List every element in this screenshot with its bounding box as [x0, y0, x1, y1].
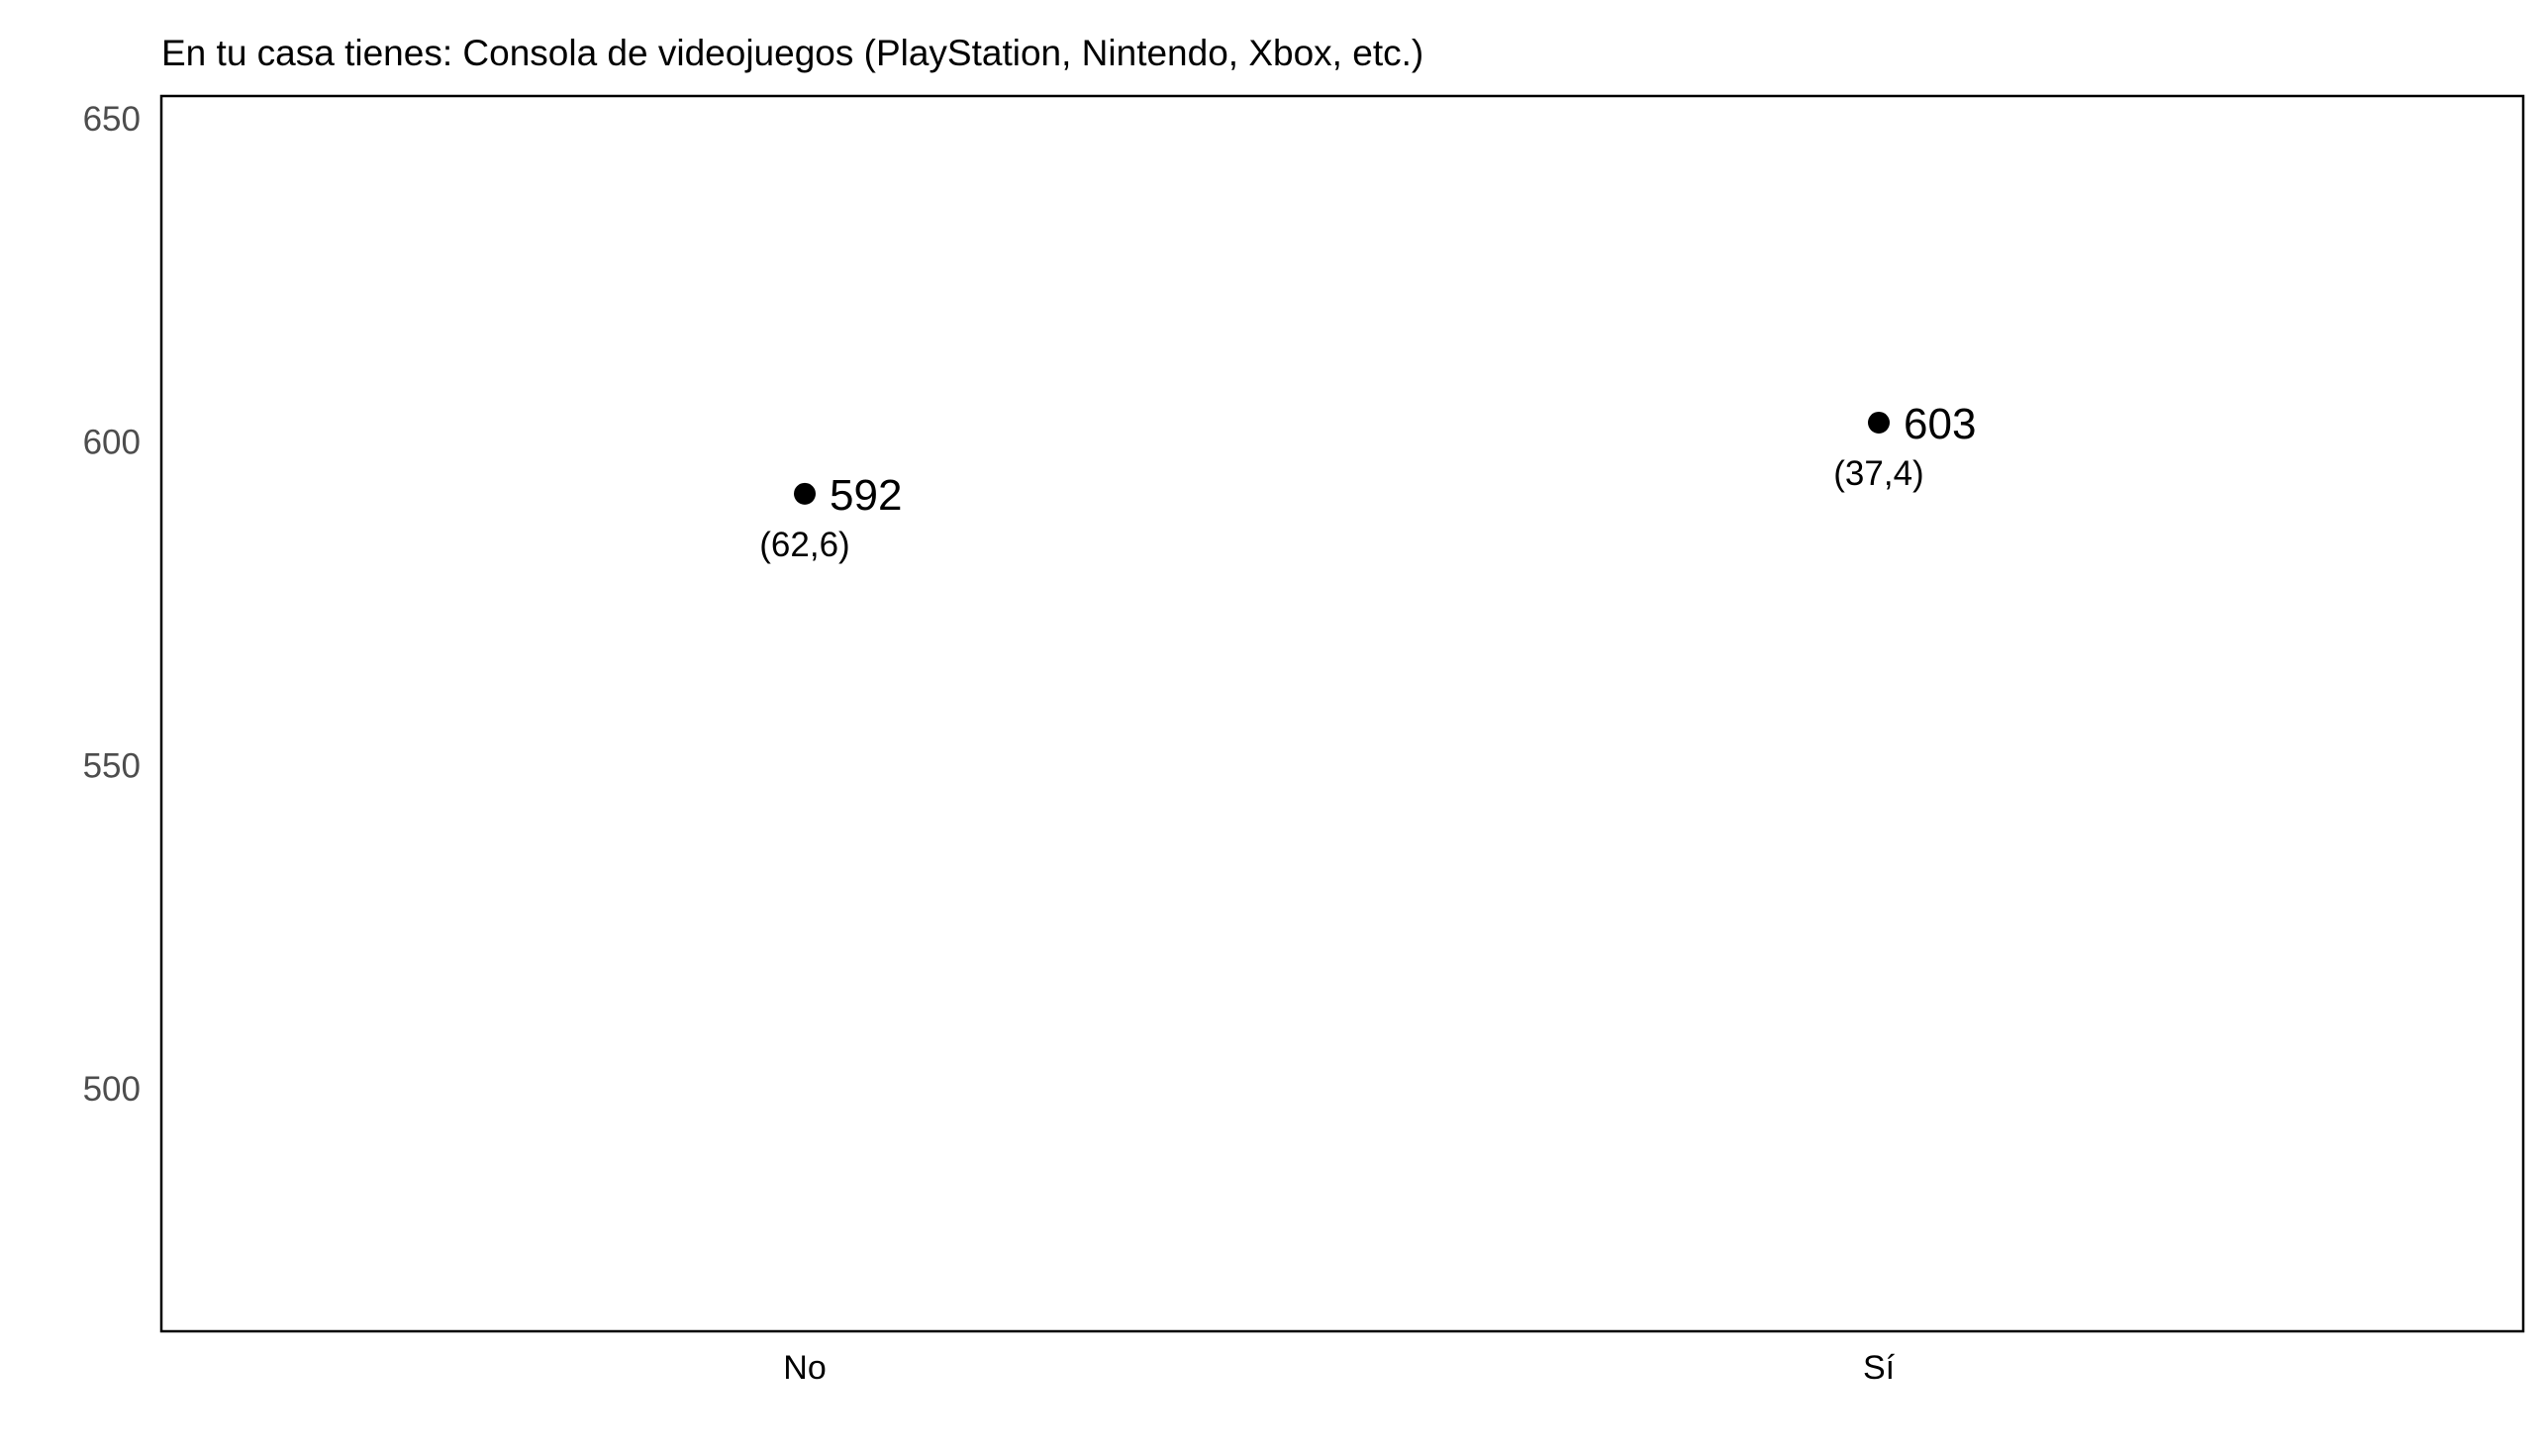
data-point — [794, 482, 816, 505]
plot-frame — [159, 94, 2525, 1333]
data-value-label: 603 — [1904, 400, 1976, 448]
data-percent-label: (62,6) — [759, 526, 849, 564]
chart-title: En tu casa tienes: Consola de videojuego… — [161, 33, 1423, 73]
y-tick-label: 600 — [83, 424, 141, 462]
data-value-label: 592 — [830, 471, 902, 520]
x-tick-label: No — [783, 1349, 826, 1387]
x-axis: No Sí — [783, 1349, 1895, 1387]
data-percent-label: (37,4) — [1833, 454, 1923, 493]
data-points: 592 (62,6) 603 (37,4) — [759, 400, 1976, 564]
y-tick-label: 650 — [83, 100, 141, 139]
data-point — [1868, 411, 1890, 434]
y-tick-label: 550 — [83, 746, 141, 785]
y-tick-label: 500 — [83, 1070, 141, 1109]
x-tick-label: Sí — [1863, 1349, 1896, 1387]
y-axis: 500 550 600 650 — [83, 100, 141, 1109]
